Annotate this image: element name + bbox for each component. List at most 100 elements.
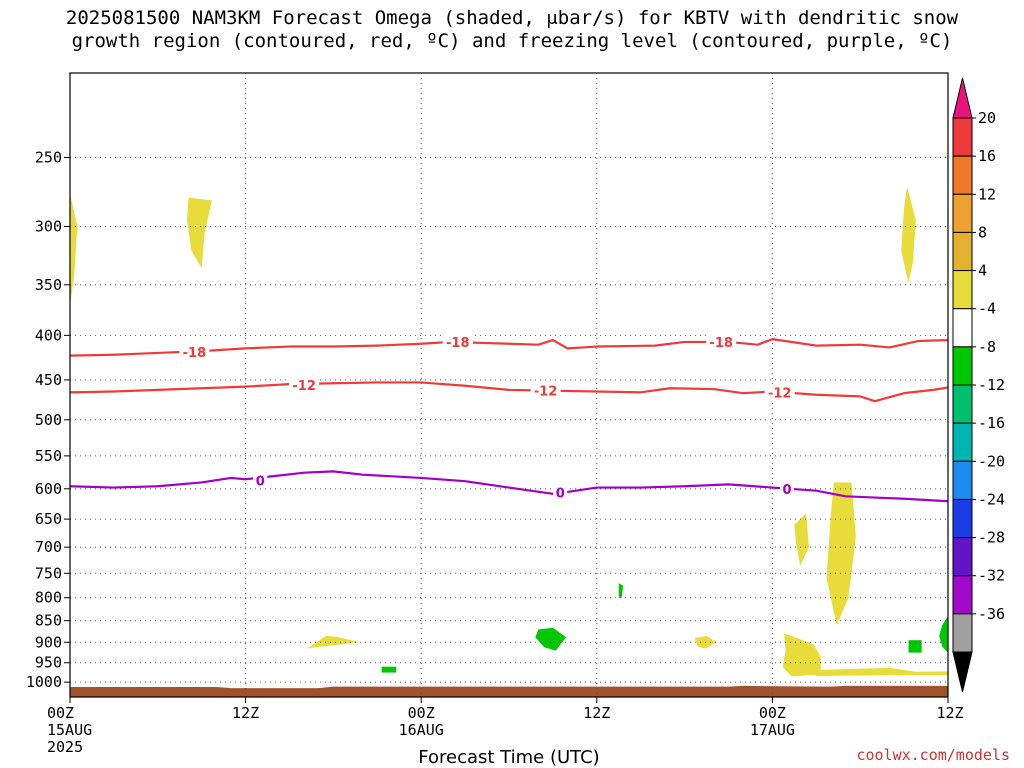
colorbar-box-8: [952, 422, 973, 462]
colorbar-box-13: [952, 613, 973, 653]
omega-region-5: [307, 635, 360, 649]
colorbar-box-5: [952, 308, 973, 348]
y-tick-label-300: 300: [35, 217, 62, 235]
x-tick-label-5: 12Z: [936, 704, 963, 722]
omega-region-4: [794, 513, 809, 566]
colorbar-label-9: -20: [978, 452, 1005, 470]
contour-label-0-2: -18: [709, 336, 733, 351]
colorbar-label-12: -32: [978, 567, 1005, 585]
colorbar-box-0: [952, 117, 973, 157]
contour-label-bg-1-0: [289, 376, 320, 392]
contour-label-2-2: 0: [783, 483, 792, 498]
plot-frame: [69, 72, 949, 698]
contour-label-bg-1-1: [530, 382, 561, 398]
colorbar-label-2: 12: [978, 185, 996, 203]
contour-line-2: [69, 470, 949, 503]
y-tick-label-1000: 1000: [26, 673, 62, 691]
colorbar-box-7: [952, 384, 973, 424]
colorbar-box-4: [952, 270, 973, 310]
omega-region-2: [901, 186, 916, 283]
contour-line-0: [69, 338, 949, 357]
contour-label-0-1: -18: [446, 336, 470, 351]
contour-label-bg-1-2: [764, 384, 795, 400]
y-tick-label-950: 950: [35, 654, 62, 672]
plot-border: [69, 72, 949, 698]
contour-line-1: [69, 381, 949, 403]
y-tick-label-550: 550: [35, 447, 62, 465]
colorbar-box-2: [952, 193, 973, 233]
x-tick-label-3: 12Z: [583, 704, 610, 722]
omega-region-3: [826, 482, 856, 626]
omega-region-10: [618, 583, 624, 598]
contour-label-bg-0-0: [179, 344, 210, 360]
colorbar-box-10: [952, 498, 973, 539]
x-tick-date-0: 15AUG: [47, 721, 92, 739]
omega-region-7: [782, 633, 821, 677]
omega-region-11: [381, 666, 397, 673]
colorbar-label-3: 8: [978, 223, 987, 241]
contour-layer: -18 -18 -18 -12 -12 -12 0 0 0: [69, 333, 949, 503]
terrain-layer: [70, 685, 948, 697]
y-tick-label-500: 500: [35, 411, 62, 429]
contour-label-bg-2-1: [553, 484, 568, 500]
colorbar-box-6: [952, 346, 973, 386]
colorbar-label-13: -36: [978, 605, 1005, 623]
contour-label-bg-2-2: [780, 480, 795, 496]
terrain-fill: [70, 685, 948, 697]
colorbar-label-11: -28: [978, 529, 1005, 547]
y-tick-label-350: 350: [35, 276, 62, 294]
colorbar-box-11: [952, 537, 973, 577]
colorbar-label-0: 20: [978, 109, 996, 127]
y-tick-labels: 250 300 350 400 450 500 550 600 650 700 750 800 850 9…: [26, 148, 62, 691]
colorbar-top-triangle: [952, 77, 973, 119]
omega-region-1: [187, 197, 212, 269]
y-tick-label-400: 400: [35, 326, 62, 344]
contour-label-bg-0-1: [442, 333, 473, 349]
colorbar-box-3: [952, 231, 973, 272]
x-axis-label: Forecast Time (UTC): [418, 747, 599, 768]
x-tick-date-2: 16AUG: [399, 721, 444, 739]
colorbar-box-1: [952, 155, 973, 195]
colorbar-label-4: 4: [978, 262, 987, 280]
x-tick-date-4: 17AUG: [750, 721, 795, 739]
contour-label-0-0: -18: [183, 346, 207, 361]
colorbar-label-5: -4: [978, 300, 996, 318]
colorbar-label-1: 16: [978, 147, 996, 165]
omega-region-9: [535, 627, 567, 651]
y-tick-label-250: 250: [35, 148, 62, 166]
x-tick-label-4: 00Z: [759, 704, 786, 722]
y-tick-label-600: 600: [35, 480, 62, 498]
colorbar-label-6: -8: [978, 338, 996, 356]
y-tick-label-900: 900: [35, 633, 62, 651]
omega-region-13: [939, 616, 948, 653]
credit-text: coolwx.com/models: [856, 746, 1010, 764]
contour-label-1-2: -12: [768, 386, 792, 401]
chart-title-line1: 2025081500 NAM3KM Forecast Omega (shaded…: [65, 7, 959, 29]
y-tick-label-650: 650: [35, 510, 62, 528]
omega-region-12: [908, 640, 922, 653]
y-tick-label-450: 450: [35, 371, 62, 389]
colorbar-box-9: [952, 460, 973, 500]
y-tick-label-700: 700: [35, 538, 62, 556]
x-tick-label-0: 00Z: [47, 704, 74, 722]
contour-label-2-0: 0: [256, 475, 265, 490]
x-tick-label-1: 12Z: [232, 704, 259, 722]
x-tick-label-2: 00Z: [408, 704, 435, 722]
contour-label-1-1: -12: [534, 385, 558, 400]
x-tick-year-0: 2025: [47, 738, 83, 756]
colorbar-label-10: -24: [978, 490, 1005, 508]
contour-label-bg-0-2: [706, 333, 737, 349]
colorbar-bottom-triangle: [952, 651, 973, 693]
omega-shading-layer: [70, 186, 948, 677]
chart-title-line2: growth region (contoured, red, ºC) and f…: [71, 30, 953, 52]
contour-label-bg-2-0: [253, 472, 268, 488]
contour-label-1-0: -12: [292, 379, 316, 394]
contour-label-2-1: 0: [556, 487, 565, 502]
y-tick-label-750: 750: [35, 564, 62, 582]
colorbar: 20 16 12 8 4 -4 -8 -12 -16 -20 -24 -28 -32 -36: [952, 77, 1005, 693]
omega-region-8: [816, 667, 948, 677]
omega-region-0: [70, 193, 78, 306]
colorbar-label-7: -12: [978, 376, 1005, 394]
